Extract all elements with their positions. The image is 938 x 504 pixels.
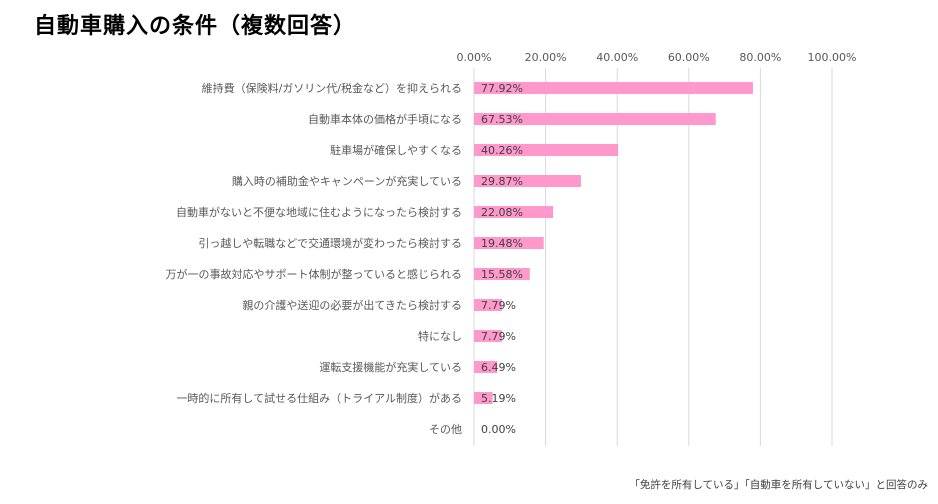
category-label: 自動車がないと不便な地域に住むようになったら検討する xyxy=(176,205,462,219)
data-label: 77.92% xyxy=(481,82,523,95)
data-label: 40.26% xyxy=(481,144,523,157)
category-label: 駐車場が確保しやすくなる xyxy=(330,143,462,157)
bar xyxy=(474,237,544,249)
data-label: 0.00% xyxy=(481,423,516,436)
data-label: 5.19% xyxy=(481,392,516,405)
x-tick-label: 100.00% xyxy=(808,51,857,64)
category-label: その他 xyxy=(429,423,462,436)
gridlines xyxy=(473,68,833,446)
bar xyxy=(474,299,502,311)
data-labels: 77.92% 67.53% 40.26% 29.87% 22.08% 19.48% 15.5… xyxy=(481,82,523,436)
bar xyxy=(474,330,502,342)
bars xyxy=(474,82,753,404)
data-label: 6.49% xyxy=(481,361,516,374)
category-label: 運転支援機能が充実している xyxy=(319,360,462,374)
data-label: 22.08% xyxy=(481,206,523,219)
bar xyxy=(474,175,581,187)
x-tick-label: 80.00% xyxy=(739,51,781,64)
data-label: 29.87% xyxy=(481,175,523,188)
category-label: 親の介護や送迎の必要が出てきたら検討する xyxy=(242,298,462,312)
x-axis-ticks: 0.00% 20.00% 40.00% 60.00% 80.00% 100.00% xyxy=(457,51,857,64)
category-label: 一時的に所有して試せる仕組み（トライアル制度）がある xyxy=(176,391,462,405)
bar xyxy=(474,82,753,94)
category-label: 自動車本体の価格が手頃になる xyxy=(308,112,462,126)
data-label: 7.79% xyxy=(481,330,516,343)
data-label: 15.58% xyxy=(481,268,523,281)
x-tick-label: 20.00% xyxy=(525,51,567,64)
data-label: 19.48% xyxy=(481,237,523,250)
category-label: 引っ越しや転職などで交通環境が変わったら検討する xyxy=(198,236,462,250)
bar xyxy=(474,144,619,156)
category-label: 維持費（保険料/ガソリン代/税金など）を抑えられる xyxy=(202,81,462,95)
category-label: 特になし xyxy=(418,329,462,343)
x-tick-label: 0.00% xyxy=(457,51,492,64)
category-label: 購入時の補助金やキャンペーンが充実している xyxy=(232,174,462,188)
bar xyxy=(474,113,716,125)
footnote: 「免許を所有している」「自動車を所有していない」と回答のみ xyxy=(629,479,928,491)
data-label: 7.79% xyxy=(481,299,516,312)
category-labels: 維持費（保険料/ガソリン代/税金など）を抑えられる自動車本体の価格が手頃になる駐… xyxy=(166,81,462,436)
data-label: 67.53% xyxy=(481,113,523,126)
bar xyxy=(474,206,554,218)
category-label: 万が一の事故対応やサポート体制が整っていると感じられる xyxy=(166,267,462,281)
bar xyxy=(474,361,498,373)
bar xyxy=(474,392,493,404)
x-tick-label: 60.00% xyxy=(668,51,710,64)
horizontal-bar-chart: 0.00% 20.00% 40.00% 60.00% 80.00% 100.00% 維持費… xyxy=(166,51,857,446)
chart-title: 自動車購入の条件（複数回答） xyxy=(34,14,357,39)
bar xyxy=(474,268,530,280)
x-tick-label: 40.00% xyxy=(596,51,638,64)
